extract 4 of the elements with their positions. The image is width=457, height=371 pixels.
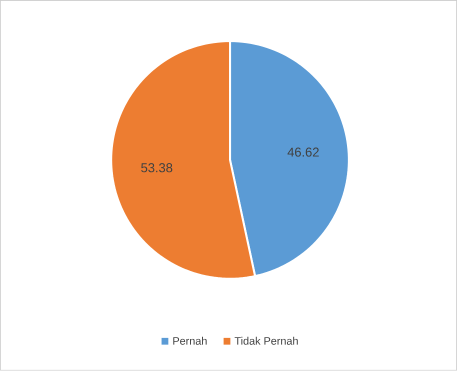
data-label: 53.38 (141, 163, 172, 172)
data-label: 46.62 (288, 148, 319, 157)
legend-label: Tidak Pernah (234, 336, 298, 345)
legend-label: Pernah (173, 336, 207, 345)
